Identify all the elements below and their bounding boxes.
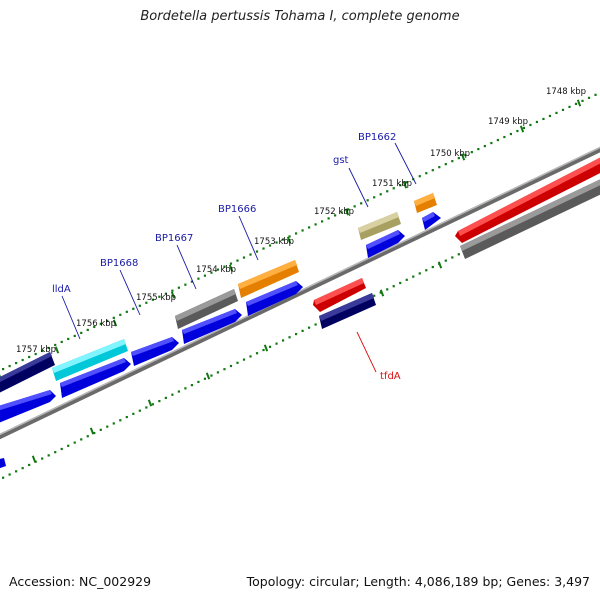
gene-label-gst: gst bbox=[333, 155, 349, 166]
gene-label-bp1666: BP1666 bbox=[218, 204, 256, 215]
feature-bp1662-orange bbox=[414, 193, 437, 213]
gene-labels: BP1662 gst BP1666 BP1667 BP1668 lldA tfdA bbox=[52, 132, 401, 382]
feature-cds-2 bbox=[131, 337, 179, 366]
gene-label-bp1662: BP1662 bbox=[358, 132, 396, 143]
feature-cds-4 bbox=[246, 281, 303, 316]
scale-label: 1753 kbp bbox=[254, 237, 294, 247]
feature-bp1666-orange bbox=[238, 260, 299, 298]
feature-cds-left bbox=[0, 390, 56, 423]
feature-navy-left bbox=[0, 352, 55, 393]
scale-label: 1756 kbp bbox=[76, 319, 116, 329]
scale-label: 1754 kbp bbox=[196, 265, 236, 275]
feature-gst-olive bbox=[358, 212, 401, 240]
gene-label-bp1667: BP1667 bbox=[155, 233, 193, 244]
feature-llda bbox=[52, 339, 128, 381]
feature-cds-3 bbox=[182, 309, 242, 344]
feature-bp1667-gray bbox=[175, 289, 238, 329]
scale-labels: 1748 kbp 1749 kbp 1750 kbp 1751 kbp 1752 kbp… bbox=[16, 87, 586, 355]
feature-cds-5 bbox=[366, 230, 405, 258]
scale-label: 1755 kbp bbox=[136, 293, 176, 303]
feature-cds-6 bbox=[422, 212, 441, 230]
scale-label: 1750 kbp bbox=[430, 149, 470, 159]
scale-label: 1748 kbp bbox=[546, 87, 586, 97]
backbone bbox=[0, 146, 600, 440]
accession-text: Accession: NC_002929 bbox=[9, 574, 152, 589]
feature-gray-right bbox=[460, 179, 600, 259]
scale-label: 1751 kbp bbox=[372, 179, 412, 189]
feature-cds-1 bbox=[60, 358, 131, 398]
scale-label: 1757 kbp bbox=[16, 345, 56, 355]
map-title: Bordetella pertussis Tohama I, complete … bbox=[140, 9, 460, 24]
feature-tfda-red bbox=[313, 278, 366, 312]
genome-stats-text: Topology: circular; Length: 4,086,189 bp… bbox=[246, 574, 590, 589]
gene-label-tfda: tfdA bbox=[380, 371, 401, 382]
gene-label-bp1668: BP1668 bbox=[100, 258, 138, 269]
label-leaders bbox=[61, 142, 417, 373]
feature-small-left-edge bbox=[0, 458, 6, 469]
feature-red-right bbox=[455, 157, 600, 243]
feature-track bbox=[0, 157, 600, 469]
feature-navy-reverse bbox=[319, 293, 376, 329]
scale-label: 1749 kbp bbox=[488, 117, 528, 127]
scale-label: 1752 kbp bbox=[314, 207, 354, 217]
gene-label-llda: lldA bbox=[52, 284, 71, 295]
